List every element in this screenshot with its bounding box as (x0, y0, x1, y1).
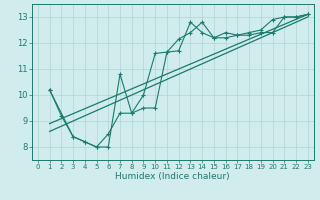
X-axis label: Humidex (Indice chaleur): Humidex (Indice chaleur) (116, 172, 230, 181)
